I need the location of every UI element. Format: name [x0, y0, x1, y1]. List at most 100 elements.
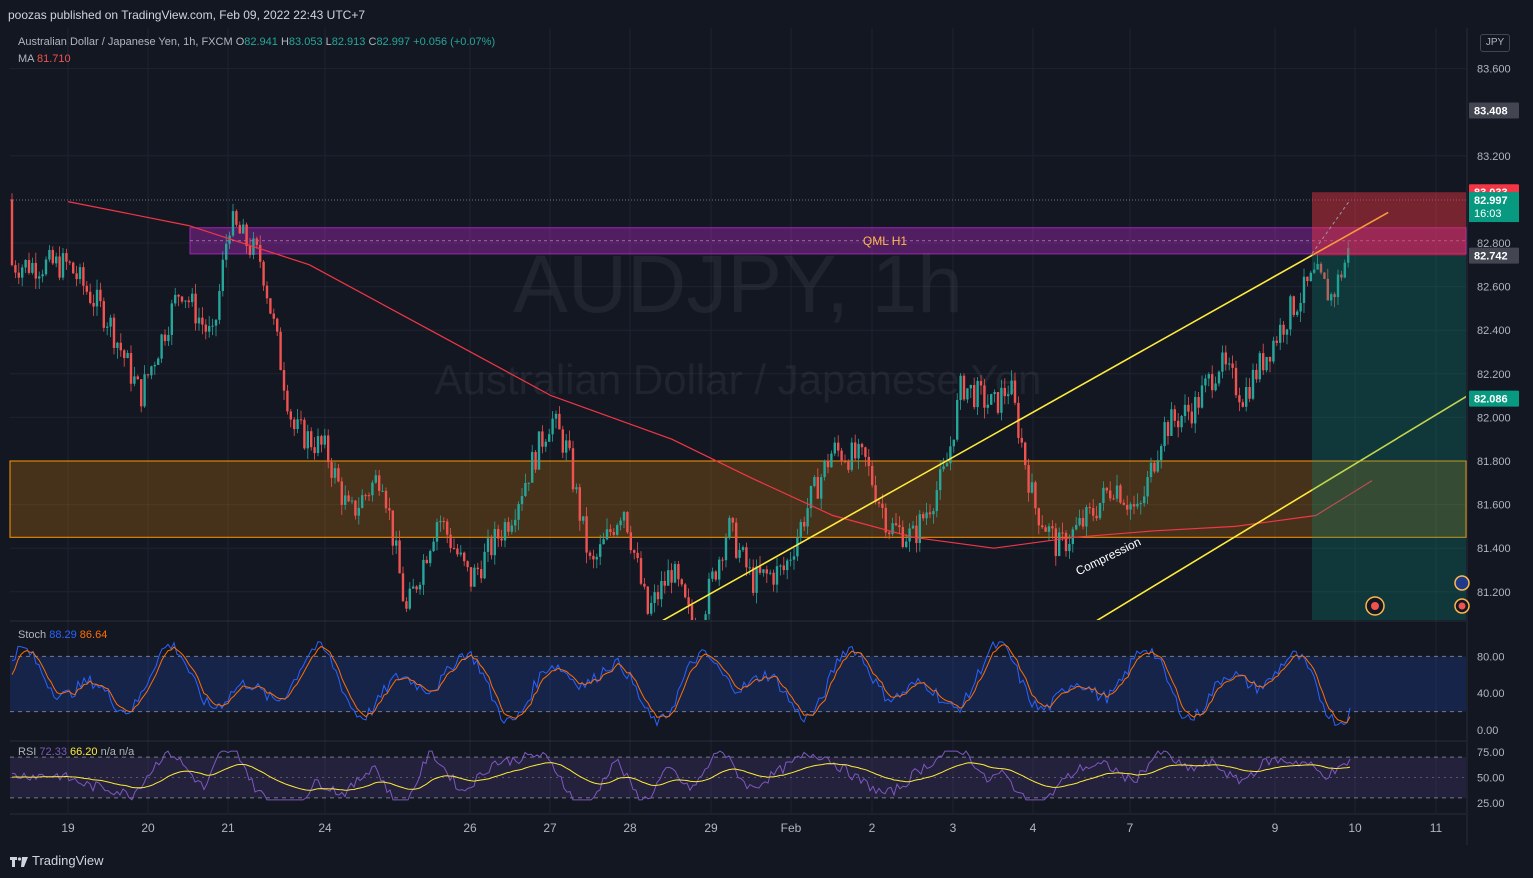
moving-average-line [67, 201, 1373, 549]
candle-body [1092, 508, 1095, 516]
candle-body [1170, 409, 1173, 437]
short-position-tool[interactable] [1311, 192, 1470, 621]
candle-body [656, 592, 660, 600]
candle-body [1136, 503, 1139, 507]
candle-body [1275, 340, 1278, 343]
entry-badge-text: 82.742 [1474, 251, 1508, 263]
candle-body [1323, 272, 1326, 279]
candle-body [690, 605, 694, 620]
candle-body [823, 460, 826, 478]
candle-body [269, 298, 272, 314]
candle-body [1041, 525, 1044, 528]
candle-body [78, 267, 82, 280]
candle-body [1214, 383, 1217, 391]
candle-body [1160, 446, 1163, 461]
candle-body [1309, 272, 1312, 282]
candle-body [1238, 395, 1241, 403]
candle-body [497, 529, 500, 539]
candle-body [680, 579, 683, 585]
candle-body [299, 419, 303, 421]
price-tick-label: 81.600 [1477, 500, 1511, 512]
stoch-legend[interactable]: Stoch 88.29 86.64 [18, 629, 107, 641]
candle-body [1316, 263, 1319, 270]
candle-body [279, 331, 282, 371]
rsi-na-1: n/a [100, 746, 116, 758]
candle-body [595, 556, 598, 560]
candle-body [405, 601, 408, 609]
time-tick-label: 2 [869, 821, 876, 835]
candle-body [347, 495, 350, 502]
time-tick-label: 19 [61, 821, 75, 835]
tradingview-brand[interactable]: TradingView [32, 853, 104, 868]
candle-body [820, 477, 823, 499]
candle-body [935, 490, 938, 512]
candle-body [1112, 498, 1115, 500]
candle-body [609, 529, 612, 533]
time-tick-label: 20 [141, 821, 155, 835]
candle-body [735, 522, 738, 558]
candle-body [211, 325, 214, 327]
candle-body [21, 267, 24, 278]
candle-body [1319, 263, 1323, 273]
candle-body [775, 566, 779, 585]
candle-body [636, 552, 639, 559]
candle-body [1003, 387, 1006, 397]
symbol-name[interactable]: Australian Dollar / Japanese Yen, 1h, FX… [18, 36, 233, 48]
candle-body [1000, 387, 1003, 413]
candle-body [616, 525, 619, 535]
candle-body [922, 514, 925, 519]
candle-body [1075, 524, 1078, 530]
candle-body [388, 508, 391, 511]
candle-body [289, 411, 292, 420]
candle-body [888, 532, 891, 535]
candle-body [1258, 353, 1261, 380]
candle-body [612, 532, 615, 535]
candle-body [361, 495, 364, 508]
candle-body [463, 552, 466, 562]
currency-button[interactable]: JPY [1480, 34, 1510, 52]
candle-body [327, 435, 330, 463]
candle-body [344, 495, 347, 505]
candle-body [507, 522, 510, 532]
candle-body [1285, 329, 1289, 335]
candle-body [1272, 340, 1275, 362]
candle-body [745, 547, 748, 568]
candle-body [976, 380, 979, 408]
candle-body [1126, 504, 1129, 510]
candle-body [51, 249, 54, 264]
candle-body [303, 419, 306, 449]
candle-body [813, 477, 816, 487]
candle-body [806, 508, 809, 527]
candle-body [82, 267, 85, 286]
candle-body [99, 289, 102, 302]
candle-body [986, 404, 989, 408]
candle-body [1292, 296, 1295, 316]
candle-body [558, 413, 561, 430]
price-tick-label: 83.600 [1477, 64, 1511, 76]
candle-body [979, 380, 983, 386]
candle-body [626, 511, 629, 533]
candle-body [857, 443, 860, 459]
candle-body [684, 584, 687, 598]
candle-body [1306, 276, 1309, 282]
candle-body [1166, 422, 1170, 437]
candle-body [1013, 380, 1017, 403]
last-price-badge-text: 82.997 [1474, 195, 1508, 207]
candle-body [1248, 387, 1251, 399]
rsi-legend[interactable]: RSI 72.33 66.20 n/a n/a [18, 746, 134, 758]
candle-body [561, 429, 564, 453]
candle-body [184, 300, 187, 302]
ma-label[interactable]: MA [18, 53, 34, 65]
candle-body [500, 538, 503, 541]
candle-body [650, 602, 653, 614]
candle-body [197, 317, 201, 324]
time-tick-label: 10 [1348, 821, 1362, 835]
candle-body [456, 548, 459, 555]
low-value: 82.913 [331, 36, 366, 48]
candle-body [143, 374, 146, 407]
candle-body [1037, 508, 1040, 526]
candle-body [1034, 482, 1037, 509]
candle-body [748, 567, 751, 569]
